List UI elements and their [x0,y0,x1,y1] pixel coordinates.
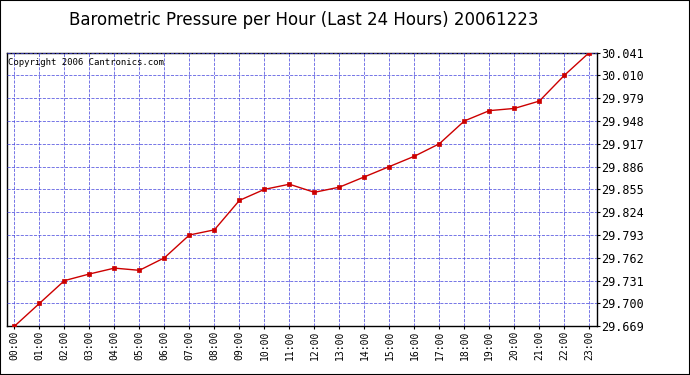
Text: Barometric Pressure per Hour (Last 24 Hours) 20061223: Barometric Pressure per Hour (Last 24 Ho… [69,11,538,29]
Text: Copyright 2006 Cantronics.com: Copyright 2006 Cantronics.com [8,58,164,67]
